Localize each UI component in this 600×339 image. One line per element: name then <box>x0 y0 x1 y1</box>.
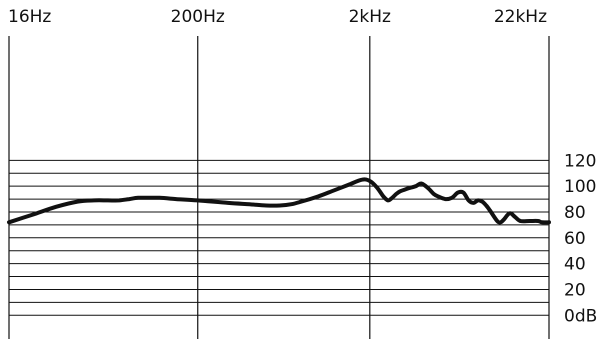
y-tick-label: 40 <box>564 255 586 275</box>
x-tick-label: 16Hz <box>8 7 51 27</box>
y-tick-label: 80 <box>564 203 586 223</box>
y-tick-label: 20 <box>564 280 586 300</box>
y-tick-label: 100 <box>564 177 596 197</box>
y-tick-label: 0dB <box>564 306 597 326</box>
y-tick-label: 60 <box>564 229 586 249</box>
y-tick-label: 120 <box>564 151 596 171</box>
x-tick-label: 22kHz <box>494 7 547 27</box>
chart-frame <box>8 36 550 339</box>
chart-series <box>7 177 551 225</box>
x-tick-label: 200Hz <box>171 7 225 27</box>
x-axis-tick-labels: 16Hz 200Hz 2kHz 22kHz <box>8 7 547 27</box>
y-axis-tick-labels: 120 100 80 60 40 20 0dB <box>564 151 597 326</box>
x-tick-label: 2kHz <box>349 7 391 27</box>
frequency-response-line <box>7 177 551 225</box>
chart-grid <box>9 159 549 316</box>
